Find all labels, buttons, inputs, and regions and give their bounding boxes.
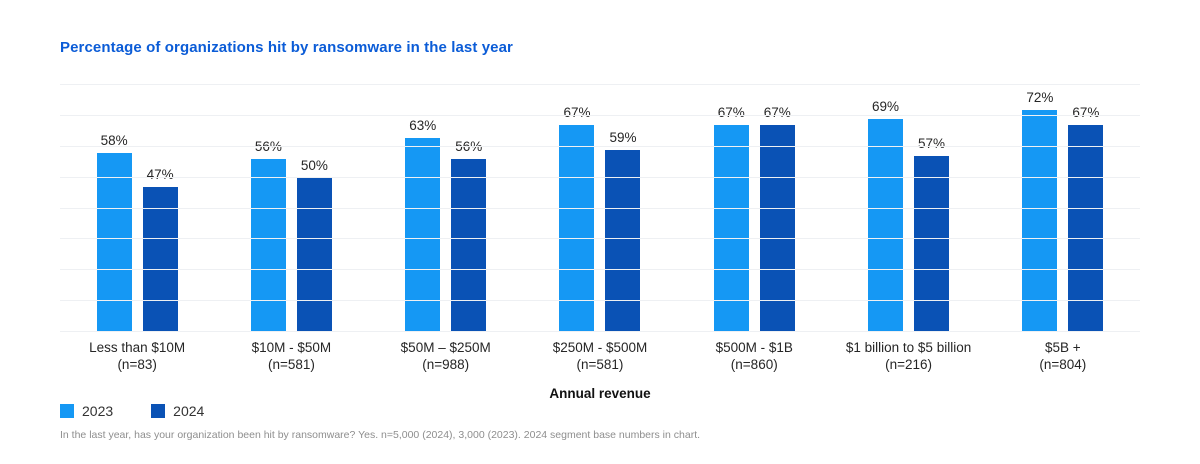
bar-value-label: 69% [872, 98, 900, 114]
category-n-label: (n=581) [576, 357, 624, 372]
legend-label: 2023 [82, 403, 114, 419]
category-n-label: (n=860) [730, 357, 778, 372]
category-label: Less than $10M [89, 340, 186, 355]
bar-2023 [868, 118, 904, 332]
bar-wrap-2023: 56% [250, 139, 286, 332]
category-n-label: (n=83) [117, 357, 157, 372]
category-n-label: (n=804) [1039, 357, 1087, 372]
bar-wrap-2023: 72% [1022, 90, 1058, 332]
bar-wrap-2023: 67% [713, 105, 749, 332]
bar-value-label: 57% [918, 136, 946, 152]
bar-group: 72% 67% [986, 85, 1140, 332]
category-cell: $5B + (n=804) [986, 339, 1140, 373]
category-label: $50M – $250M [400, 340, 491, 355]
bar-2024 [914, 156, 950, 332]
gridline [60, 176, 1140, 178]
bar-value-label: 47% [146, 166, 174, 182]
category-n-label: (n=581) [267, 357, 315, 372]
x-axis-title: Annual revenue [549, 386, 651, 401]
bar-2023 [250, 159, 286, 332]
gridline [60, 331, 1140, 332]
bar-group: 67% 67% [677, 85, 831, 332]
category-label: $5B + [1045, 340, 1081, 355]
category-n-label: (n=216) [885, 357, 932, 372]
category-n-label: (n=988) [422, 357, 470, 372]
bar-group: 69% 57% [831, 85, 985, 332]
bar-2024 [605, 149, 641, 332]
gridline [60, 207, 1140, 209]
plot-area: 58% 47% 56% 50% 63% 56% 67% 59% 67% 67% 69% 57% 72% 6… [60, 84, 1140, 332]
gridline [60, 145, 1140, 147]
category-label: $10M - $50M [251, 340, 332, 355]
legend-swatch [151, 404, 166, 418]
bar-value-label: 67% [563, 105, 591, 121]
legend-swatch [60, 404, 74, 418]
bar-wrap-2024: 50% [296, 158, 332, 332]
bar-wrap-2024: 57% [914, 136, 950, 332]
bar-2023 [559, 125, 595, 332]
bar-2023 [405, 137, 441, 332]
bar-value-label: 67% [763, 105, 791, 121]
legend-label: 2024 [173, 403, 205, 419]
bar-2024 [759, 125, 795, 332]
bar-wrap-2023: 63% [405, 118, 441, 332]
bar-wrap-2024: 67% [1068, 105, 1104, 332]
footnote: In the last year, has your organization … [60, 429, 701, 441]
bar-value-label: 58% [100, 132, 128, 148]
bar-wrap-2024: 59% [605, 130, 641, 332]
bar-group: 67% 59% [523, 85, 677, 332]
legend: 2023 2024 [60, 403, 204, 419]
category-cell: $250M - $500M (n=581) [523, 339, 677, 373]
bar-2024 [1068, 125, 1104, 332]
bar-wrap-2023: 69% [868, 99, 904, 332]
bar-group: 58% 47% [60, 85, 214, 332]
gridline [60, 300, 1140, 302]
bar-value-label: 63% [409, 117, 437, 133]
bar-2024 [296, 177, 332, 332]
bar-2024 [451, 159, 487, 332]
bar-value-label: 67% [717, 105, 745, 121]
bar-groups: 58% 47% 56% 50% 63% 56% 67% 59% 67% 67% 69% 57% 72% 6… [60, 85, 1140, 332]
bar-value-label: 72% [1026, 89, 1054, 105]
category-cell: $10M - $50M (n=581) [214, 339, 368, 373]
category-axis: Less than $10M (n=83) $10M - $50M (n=581) $5… [60, 339, 1140, 373]
bar-wrap-2024: 67% [759, 105, 795, 332]
bar-value-label: 50% [300, 157, 328, 173]
gridline [60, 114, 1140, 116]
category-label: $500M - $1B [715, 340, 793, 355]
bar-wrap-2024: 47% [142, 167, 178, 332]
bar-group: 63% 56% [369, 85, 523, 332]
gridline [60, 269, 1140, 271]
category-cell: Less than $10M (n=83) [60, 339, 214, 373]
bar-wrap-2023: 58% [96, 133, 132, 332]
bar-2023 [713, 125, 749, 332]
bar-wrap-2023: 67% [559, 105, 595, 332]
gridline [60, 238, 1140, 240]
bar-2023 [1022, 109, 1058, 332]
bar-2023 [96, 152, 132, 332]
bar-value-label: 59% [609, 129, 637, 145]
category-label: $250M - $500M [552, 340, 648, 355]
chart-title: Percentage of organizations hit by ranso… [60, 39, 513, 56]
category-label: $1 billion to $5 billion [845, 340, 972, 355]
category-cell: $1 billion to $5 billion (n=216) [831, 339, 985, 373]
bar-group: 56% 50% [214, 85, 368, 332]
gridline [60, 84, 1140, 85]
bar-2024 [142, 186, 178, 332]
bar-wrap-2024: 56% [451, 139, 487, 332]
category-cell: $50M – $250M (n=988) [369, 339, 523, 373]
legend-item-2023: 2023 [60, 403, 113, 419]
category-cell: $500M - $1B (n=860) [677, 339, 831, 373]
legend-item-2024: 2024 [151, 403, 204, 419]
bar-value-label: 67% [1072, 105, 1100, 121]
